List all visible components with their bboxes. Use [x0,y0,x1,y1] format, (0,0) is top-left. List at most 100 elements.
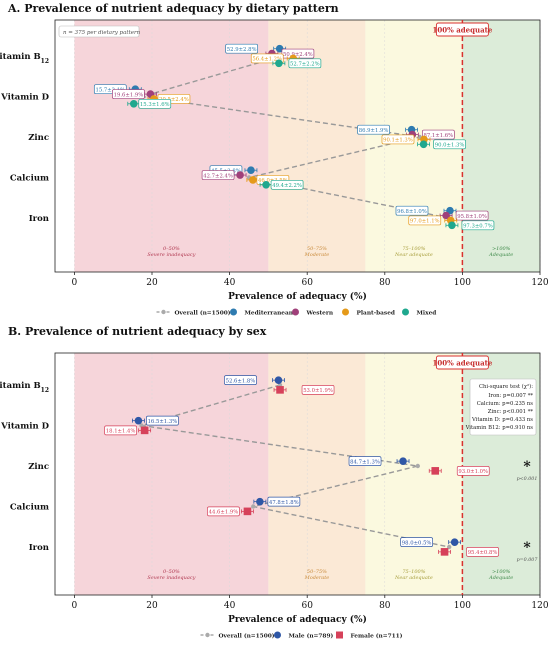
zone-band [365,353,463,595]
category-label-main: Calcium [10,503,49,513]
category-label: Vitamin D [0,422,49,432]
data-point [399,457,407,465]
value-label: 20.5±2.4% [159,97,189,103]
data-point [236,171,244,179]
value-label-box [146,415,179,426]
stats-line: Vitamin D: p=0.433 ns [471,417,533,423]
value-label: 44.6±1.9% [209,510,239,516]
value-label-box [381,134,415,145]
value-label-box [224,375,257,385]
value-label-box [456,466,490,476]
value-label-box [357,124,390,135]
category-label-main: Vitamin B [0,52,41,62]
plot-frame [54,19,541,273]
zone-sublabel: Adequate [488,575,513,581]
x-tick-label: 120 [531,601,548,611]
value-label-box [421,129,455,140]
plot-frame [54,352,541,596]
value-label: 84.7±1.3% [350,459,380,465]
legend-swatch [336,631,343,639]
data-point [129,99,138,108]
stats-line: Zinc: p<0.001 ** [488,409,534,415]
value-label: 16.5±1.3% [148,419,178,425]
legend-label: Plant-based [357,310,395,316]
data-point [431,467,440,475]
zone-band [462,20,540,272]
zone-sublabel: Severe inadequacy [147,575,195,581]
data-point [262,180,270,189]
value-label: 95.4±0.8% [468,550,498,556]
value-label-box [395,205,429,216]
value-label-box [466,547,499,557]
zone-sublabel: Severe inadequacy [147,252,195,258]
value-label: 15.7±2.1% [95,87,125,93]
significance-p: p<0.001 [517,476,538,482]
category-label-main: Vitamin D [0,422,49,432]
category-label: Vitamin B12 [0,52,49,65]
legend-label: Overall (n=1500) [219,632,275,639]
value-label: 42.7±2.4% [203,173,233,179]
data-point [450,538,459,546]
zone-sublabel: Near adequate [394,252,433,258]
value-label-box [288,58,322,69]
data-point [448,221,456,230]
value-label-box [461,220,495,231]
x-tick-label: 20 [146,601,158,611]
stats-line: Iron: p=0.007 ** [488,393,533,399]
data-point [276,386,284,394]
legend-swatch [274,631,281,639]
threshold-label: 100% adequate [433,26,493,35]
data-point [134,416,143,425]
value-label: 97.3±0.7% [463,223,493,229]
legend-swatch [161,309,166,315]
value-label-box [301,385,335,395]
legend-label: Female (n=711) [351,632,403,639]
x-tick-label: 80 [379,278,391,288]
zone-sublabel: Near adequate [394,575,433,581]
value-label: 18.1±1.4% [106,429,136,435]
value-label: 15.3±1.6% [140,102,170,108]
legend-swatch [205,632,210,638]
value-label: 47.8±1.8% [269,500,299,506]
category-label-main: Zinc [28,133,49,143]
category-label: Iron [29,214,49,224]
data-point [440,548,449,556]
category-label-main: Zinc [28,462,49,472]
value-label: 53.0±1.9% [303,388,333,394]
stats-title: Chi-square test (χ²): [479,383,533,390]
category-label-sub: 12 [41,387,49,394]
overall-line [141,384,450,548]
category-label-main: Calcium [10,174,49,184]
zone-label: >100% [492,246,511,252]
category-label-main: Vitamin D [0,93,49,103]
data-point [243,507,252,516]
x-axis-label: Prevalence of adequacy (%) [228,291,367,302]
x-tick-label: 100 [454,278,471,288]
note-text: n = 375 per dietary pattern [63,30,141,36]
value-label: 90.0±1.3% [435,142,465,148]
zone-label: >100% [492,569,511,575]
value-label-box [112,89,145,99]
legend-label: Mixed [417,310,437,316]
category-label: Calcium [10,174,49,184]
x-tick-label: 40 [224,601,236,611]
x-tick-label: 60 [301,601,313,611]
legend-label: Western [306,310,334,316]
value-label-box [348,456,382,466]
value-label-box [455,210,489,221]
zone-label: 75–100% [402,246,425,252]
panel-title: A. Prevalence of nutrient adequacy by di… [7,2,339,15]
category-label: Calcium [10,503,49,513]
legend-swatch [292,308,299,316]
value-label: 98.0±0.5% [402,540,432,546]
value-label-box [207,506,240,517]
value-label: 52.9±2.8% [227,47,257,53]
x-tick-label: 80 [379,601,391,611]
data-point [256,497,264,506]
x-tick-label: 60 [301,278,313,288]
category-label: Zinc [28,133,49,143]
category-label-main: Vitamin B [0,381,41,391]
value-label: 52.6±1.8% [226,378,256,384]
x-tick-label: 0 [72,601,78,611]
